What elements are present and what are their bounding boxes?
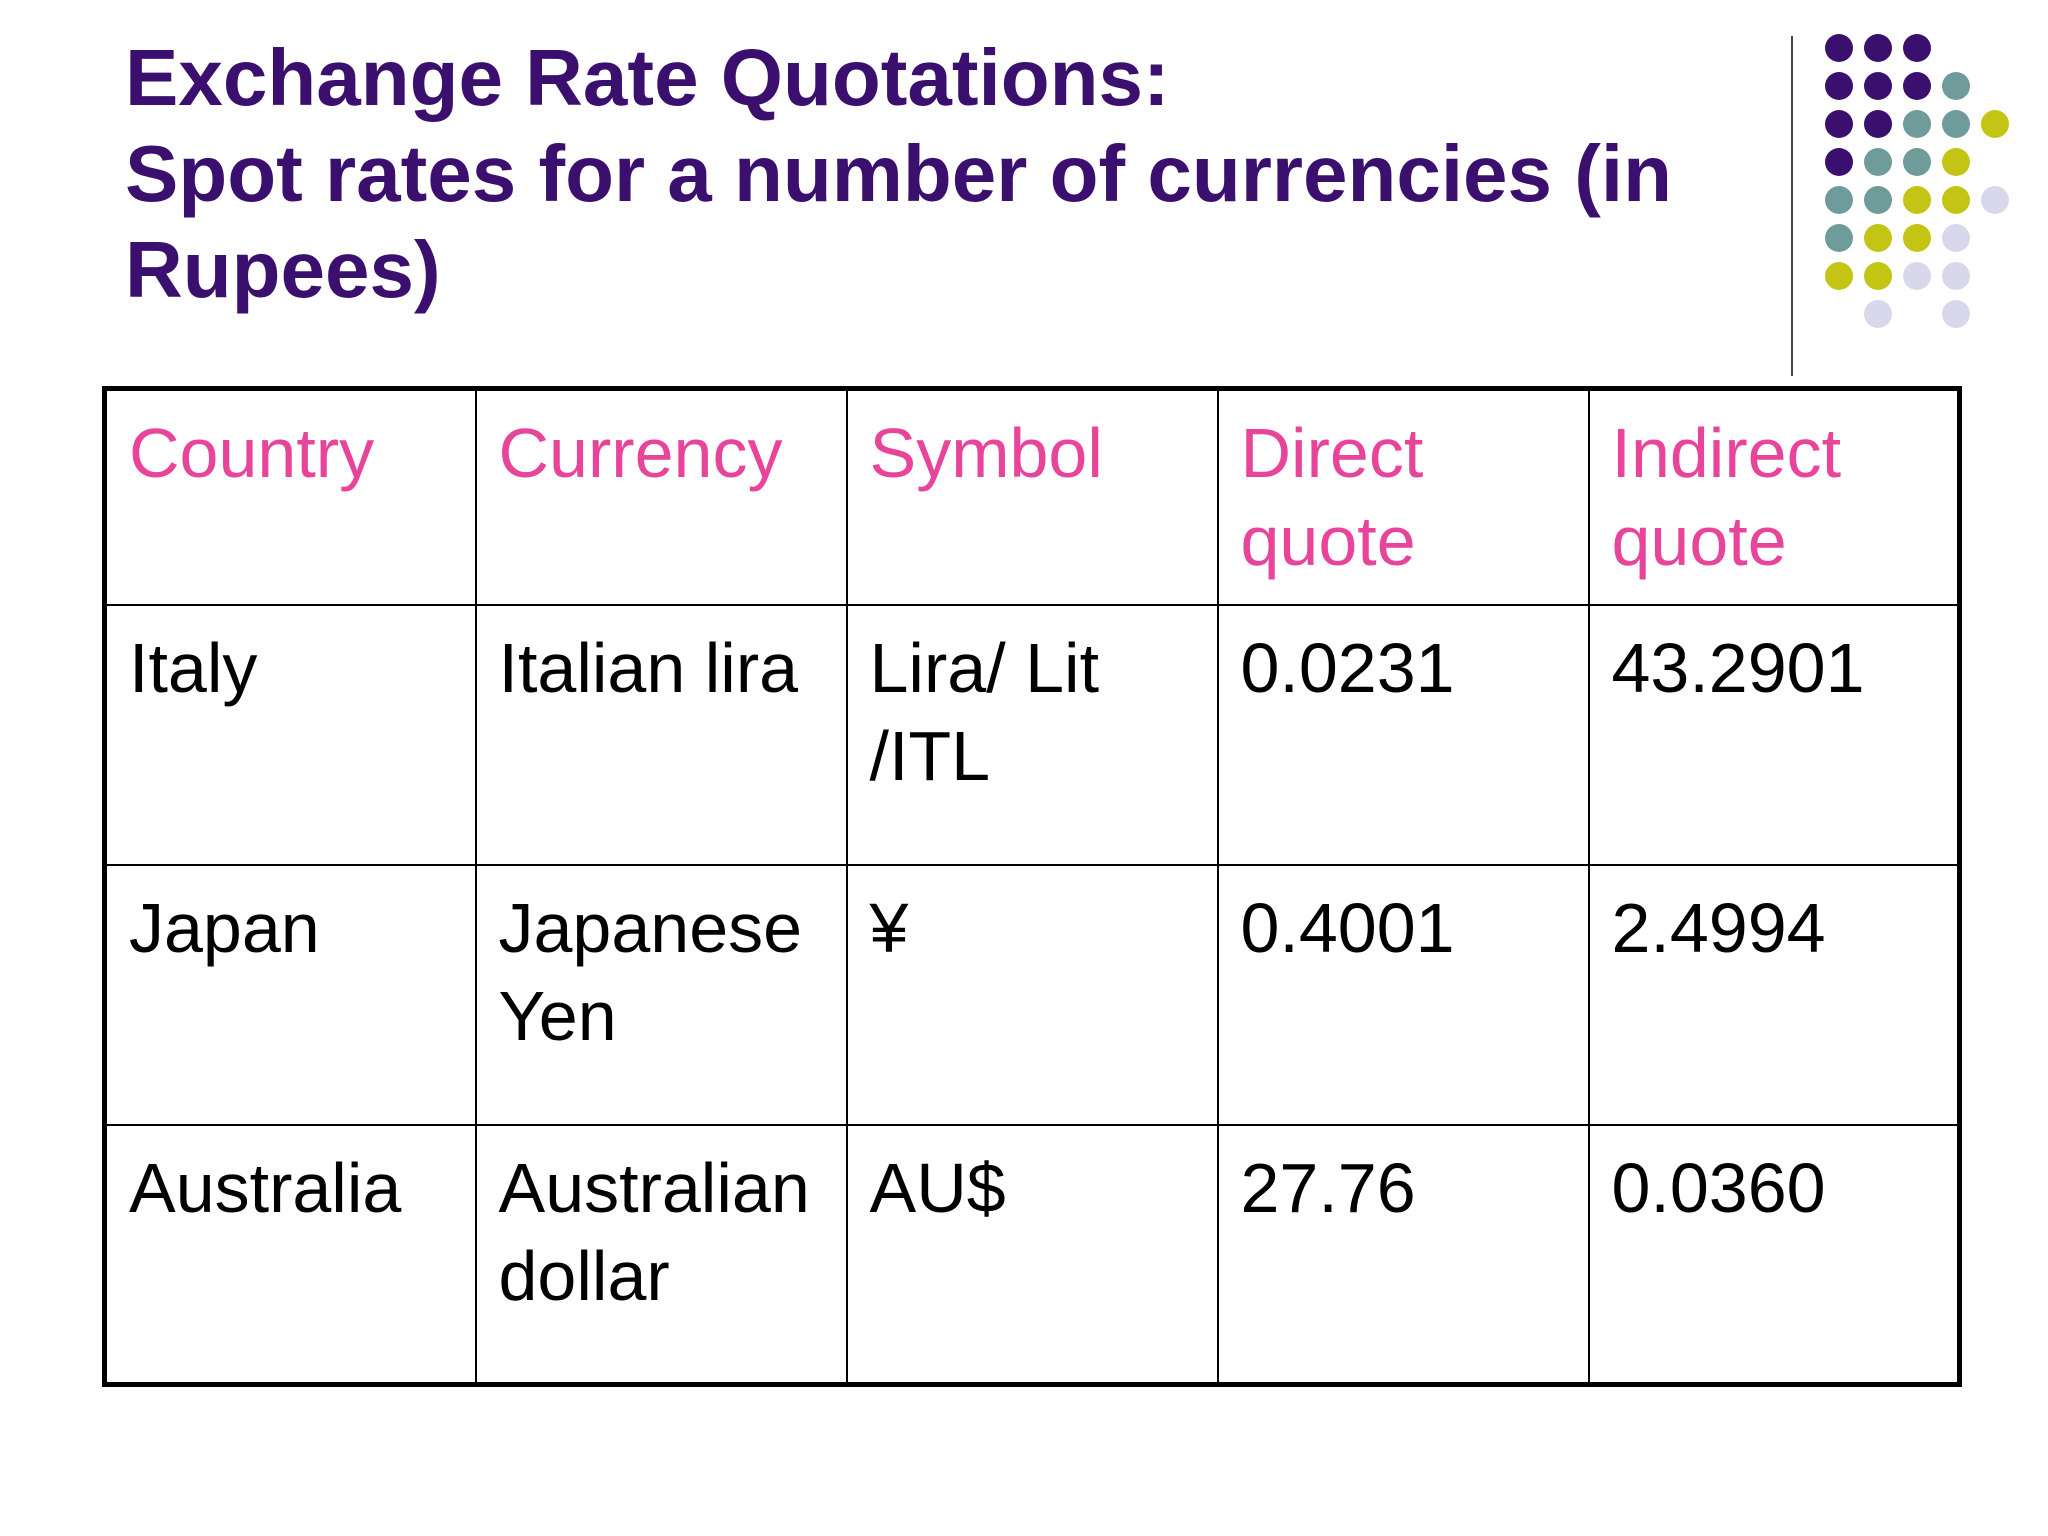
decor-dot xyxy=(1864,262,1892,290)
cell-currency: Australian dollar xyxy=(474,1123,848,1386)
cell-indirect-quote: 0.0360 xyxy=(1587,1123,1961,1386)
decor-dot xyxy=(1825,110,1853,138)
decor-dot xyxy=(1903,262,1931,290)
cell-country: Italy xyxy=(103,603,477,866)
header-symbol: Symbol xyxy=(845,387,1219,606)
cell-currency: Italian lira xyxy=(474,603,848,866)
decor-dot xyxy=(1864,300,1892,328)
decor-dot xyxy=(1942,110,1970,138)
slide-title: Exchange Rate Quotations: Spot rates for… xyxy=(125,30,1745,318)
decor-dot xyxy=(1903,186,1931,214)
decor-dot xyxy=(1825,262,1853,290)
cell-indirect-quote: 43.2901 xyxy=(1587,603,1961,866)
table-row: Australia Australian dollar AU$ 27.76 0.… xyxy=(103,1123,1961,1386)
decor-dot xyxy=(1942,148,1970,176)
header-country: Country xyxy=(103,387,477,606)
decor-dot xyxy=(1903,224,1931,252)
cell-direct-quote: 0.0231 xyxy=(1216,603,1590,866)
decor-dot xyxy=(1942,300,1970,328)
title-line-2: Spot rates for a number of currencies (i… xyxy=(125,129,1672,218)
decor-dot xyxy=(1825,148,1853,176)
decor-dot xyxy=(1825,186,1853,214)
decor-dot xyxy=(1825,224,1853,252)
cell-indirect-quote: 2.4994 xyxy=(1587,863,1961,1126)
header-indirect-quote: Indirect quote xyxy=(1587,387,1961,606)
decor-dot xyxy=(1864,34,1892,62)
cell-country: Japan xyxy=(103,863,477,1126)
decor-dot xyxy=(1981,186,2009,214)
header-direct-quote: Direct quote xyxy=(1216,387,1590,606)
decor-dot xyxy=(1864,110,1892,138)
cell-symbol: ¥ xyxy=(845,863,1219,1126)
decor-dot xyxy=(1864,72,1892,100)
cell-direct-quote: 27.76 xyxy=(1216,1123,1590,1386)
cell-currency: Japanese Yen xyxy=(474,863,848,1126)
decor-dot xyxy=(1825,34,1853,62)
title-line-1: Exchange Rate Quotations: xyxy=(125,33,1170,122)
decor-dot xyxy=(1903,110,1931,138)
cell-direct-quote: 0.4001 xyxy=(1216,863,1590,1126)
header-currency: Currency xyxy=(474,387,848,606)
decor-dot xyxy=(1864,186,1892,214)
decor-dot xyxy=(1942,186,1970,214)
title-divider xyxy=(1791,36,1793,376)
decor-dot xyxy=(1825,72,1853,100)
cell-country: Australia xyxy=(103,1123,477,1386)
decor-dot xyxy=(1942,262,1970,290)
decor-dot xyxy=(1903,148,1931,176)
decor-dot xyxy=(1981,110,2009,138)
decor-dot xyxy=(1942,224,1970,252)
exchange-rate-table: Country Currency Symbol Direct quote Ind… xyxy=(102,386,1962,1387)
title-line-3: Rupees) xyxy=(125,225,441,314)
decor-dot xyxy=(1903,34,1931,62)
decor-dot xyxy=(1864,148,1892,176)
decor-dot xyxy=(1942,72,1970,100)
table-row: Japan Japanese Yen ¥ 0.4001 2.4994 xyxy=(103,863,1961,1126)
decor-dot xyxy=(1864,224,1892,252)
cell-symbol: Lira/ Lit /ITL xyxy=(845,603,1219,866)
table-row: Italy Italian lira Lira/ Lit /ITL 0.0231… xyxy=(103,603,1961,866)
decor-dot xyxy=(1903,72,1931,100)
table-header-row: Country Currency Symbol Direct quote Ind… xyxy=(103,387,1961,606)
cell-symbol: AU$ xyxy=(845,1123,1219,1386)
